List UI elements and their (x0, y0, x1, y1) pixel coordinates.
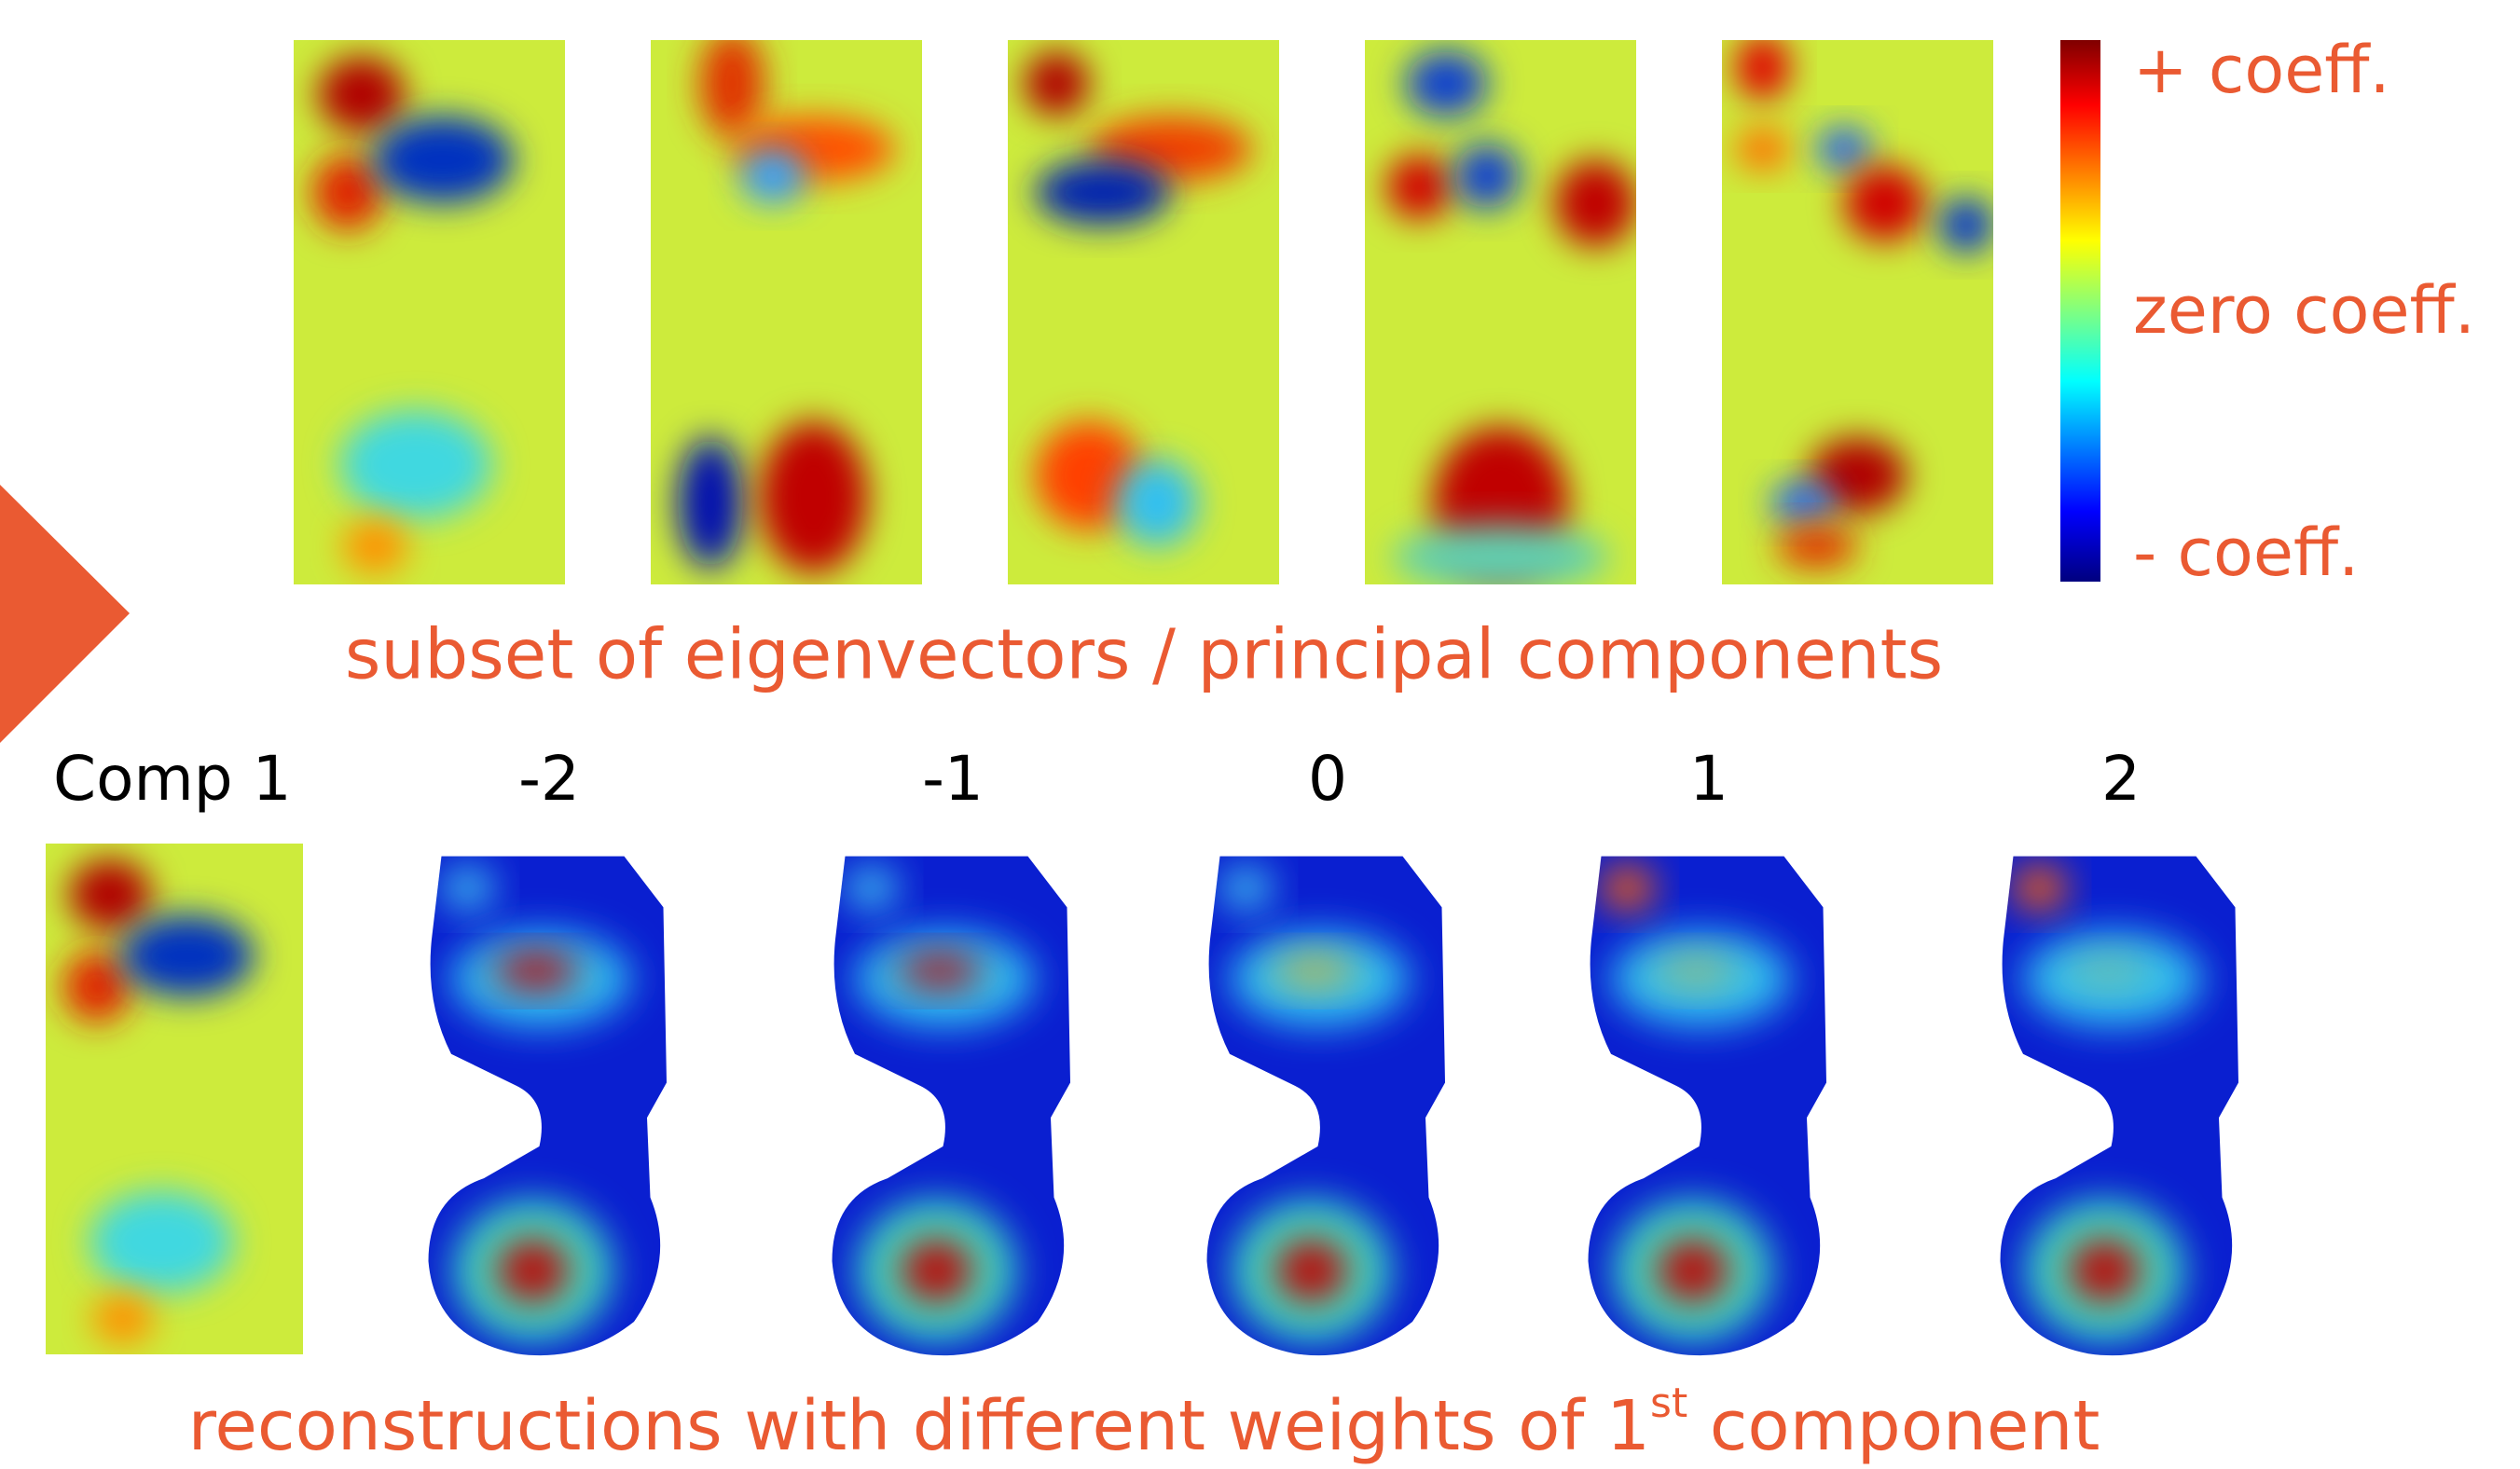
heatmap-blob (1392, 525, 1609, 590)
heel-core (1657, 1239, 1728, 1302)
heel-core (1275, 1239, 1347, 1302)
heatmap-blob (759, 421, 867, 574)
reconstructions (429, 857, 2239, 1355)
heatmap-blob (1736, 127, 1790, 171)
toe (1602, 866, 1654, 911)
heel-core (2069, 1239, 2141, 1302)
heatmap-blob (1736, 34, 1790, 100)
top-caption: subset of eigenvectors / principal compo… (345, 615, 1943, 695)
weight-label: 2 (2101, 743, 2141, 815)
heatmap-blob (1844, 165, 1925, 241)
heatmap-blob (678, 437, 743, 568)
heatmap-blob (92, 1293, 154, 1344)
heatmap-blob (1024, 51, 1089, 117)
heatmap-blob (1555, 159, 1636, 246)
heatmap-blob (1939, 198, 1993, 252)
toe (2014, 866, 2066, 911)
heatmap-blob (120, 915, 255, 997)
foot-map (833, 857, 1071, 1355)
toe (442, 866, 494, 911)
foot-map (1207, 857, 1446, 1355)
heatmap-blob (90, 1191, 234, 1294)
component-panel (46, 844, 303, 1354)
heatmap-blob (740, 149, 806, 203)
foot-map (2001, 857, 2239, 1355)
heatmap-blob (1776, 525, 1857, 569)
heatmap-blob (1817, 127, 1871, 171)
heatmap-blob (63, 951, 131, 1023)
weight-label: -2 (518, 743, 580, 815)
heatmap-blob (1386, 155, 1452, 220)
arrow-marker (0, 485, 130, 743)
colorbar-top-label: + coeff. (2133, 32, 2390, 108)
heatmap-blob (318, 57, 405, 133)
heatmap-blob (69, 858, 151, 930)
heatmap-blob (1406, 51, 1487, 117)
colorbar (2060, 40, 2100, 582)
colorbar-bottom-label: - coeff. (2133, 515, 2359, 591)
heel-core (901, 1239, 972, 1302)
component-label: Comp 1 (53, 743, 292, 815)
heatmap-blob (312, 155, 383, 231)
caption-superscript: st (1650, 1380, 1687, 1427)
caption-suffix: component (1687, 1386, 2100, 1466)
forefoot-core (898, 952, 983, 990)
weight-label: -1 (922, 743, 984, 815)
caption-text: reconstructions with different weights o… (188, 1386, 1650, 1466)
bottom-caption: reconstructions with different weights o… (188, 1380, 2100, 1466)
eigenvector-panels (294, 29, 1993, 590)
heel-core (497, 1239, 569, 1302)
weight-labels: -2 -1 0 1 2 (518, 743, 2141, 815)
heatmap-blob (1035, 159, 1171, 225)
heatmap-blob (699, 29, 764, 138)
heatmap-blob (339, 410, 491, 519)
foot-map (429, 857, 668, 1355)
forefoot-core (2066, 952, 2151, 990)
colorbar-middle-label: zero coeff. (2133, 272, 2475, 349)
forefoot-core (1273, 952, 1357, 990)
weight-label: 1 (1689, 743, 1728, 815)
figure: + coeff. zero coeff. - coeff. subset of … (0, 0, 2520, 1469)
heatmap-blob (342, 519, 407, 573)
forefoot-core (1654, 952, 1739, 990)
foot-map (1589, 857, 1827, 1355)
heatmap-blob (1454, 144, 1520, 209)
heatmap-blob (1116, 460, 1197, 546)
heatmap-blob (372, 117, 513, 203)
toe (846, 866, 898, 911)
toe (1220, 866, 1273, 911)
weight-label: 0 (1308, 743, 1347, 815)
forefoot-core (494, 952, 579, 990)
heatmap-blob (1770, 481, 1836, 525)
